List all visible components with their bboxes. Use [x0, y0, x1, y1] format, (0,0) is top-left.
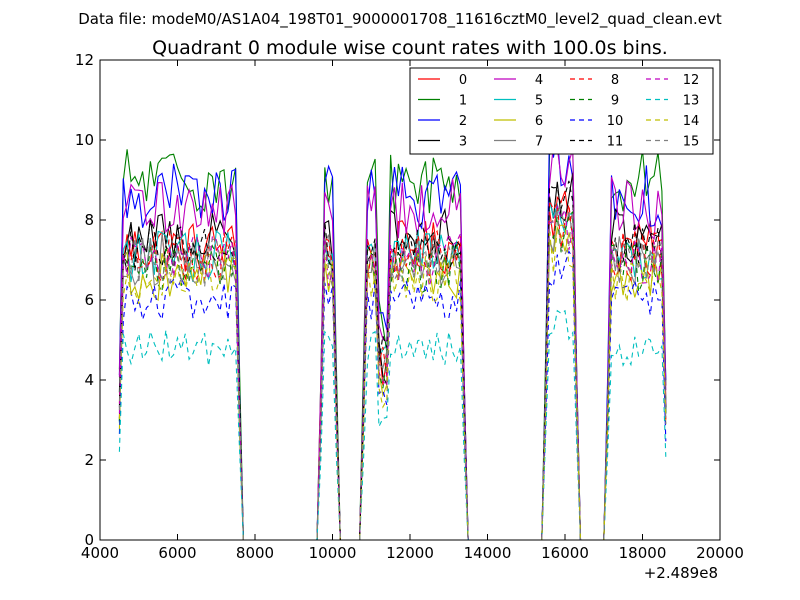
- legend-label: 2: [459, 114, 467, 129]
- x-offset-label: +2.489e8: [644, 564, 718, 582]
- x-tick-label: 8000: [236, 544, 274, 562]
- series-line-13: [118, 309, 667, 541]
- x-tick-label: 6000: [158, 544, 196, 562]
- legend-label: 15: [683, 135, 700, 150]
- y-tick-label: 0: [84, 531, 94, 549]
- y-tick-label: 8: [84, 211, 94, 229]
- legend-label: 7: [535, 135, 543, 150]
- legend-label: 3: [459, 135, 467, 150]
- chart-title: Quadrant 0 module wise count rates with …: [152, 37, 668, 59]
- legend-label: 13: [683, 94, 700, 109]
- data-file-suptitle: Data file: modeM0/AS1A04_198T01_90000017…: [78, 10, 722, 29]
- legend-label: 10: [607, 114, 624, 129]
- series-lines: [118, 102, 667, 541]
- legend-label: 9: [611, 94, 619, 109]
- legend-label: 8: [611, 73, 619, 88]
- legend-label: 14: [683, 114, 700, 129]
- series-line-15: [118, 207, 667, 541]
- x-tick-label: 20000: [696, 544, 744, 562]
- y-tick-label: 10: [75, 131, 94, 149]
- x-tick-label: 4000: [81, 544, 119, 562]
- legend-label: 12: [683, 73, 700, 88]
- legend-label: 6: [535, 114, 543, 129]
- y-tick-label: 12: [75, 51, 94, 69]
- series-line-12: [118, 204, 667, 541]
- legend-box: [409, 67, 714, 155]
- legend-label: 5: [535, 94, 543, 109]
- x-tick-label: 16000: [541, 544, 589, 562]
- legend-label: 4: [535, 73, 543, 88]
- x-tick-label: 12000: [386, 544, 434, 562]
- legend-label: 11: [607, 135, 624, 150]
- axis-ticks: 4000 6000 8000 10000 12000 14000 16000 18000 200…: [75, 51, 744, 562]
- plot-frame: [99, 59, 721, 541]
- y-tick-label: 2: [84, 451, 94, 469]
- x-tick-label: 18000: [619, 544, 667, 562]
- legend-label: 1: [459, 94, 467, 109]
- y-tick-label: 4: [84, 371, 94, 389]
- x-tick-label: 14000: [464, 544, 512, 562]
- series-line-4: [118, 143, 667, 541]
- y-tick-label: 6: [84, 291, 94, 309]
- legend-label: 0: [459, 73, 467, 88]
- x-tick-label: 10000: [309, 544, 357, 562]
